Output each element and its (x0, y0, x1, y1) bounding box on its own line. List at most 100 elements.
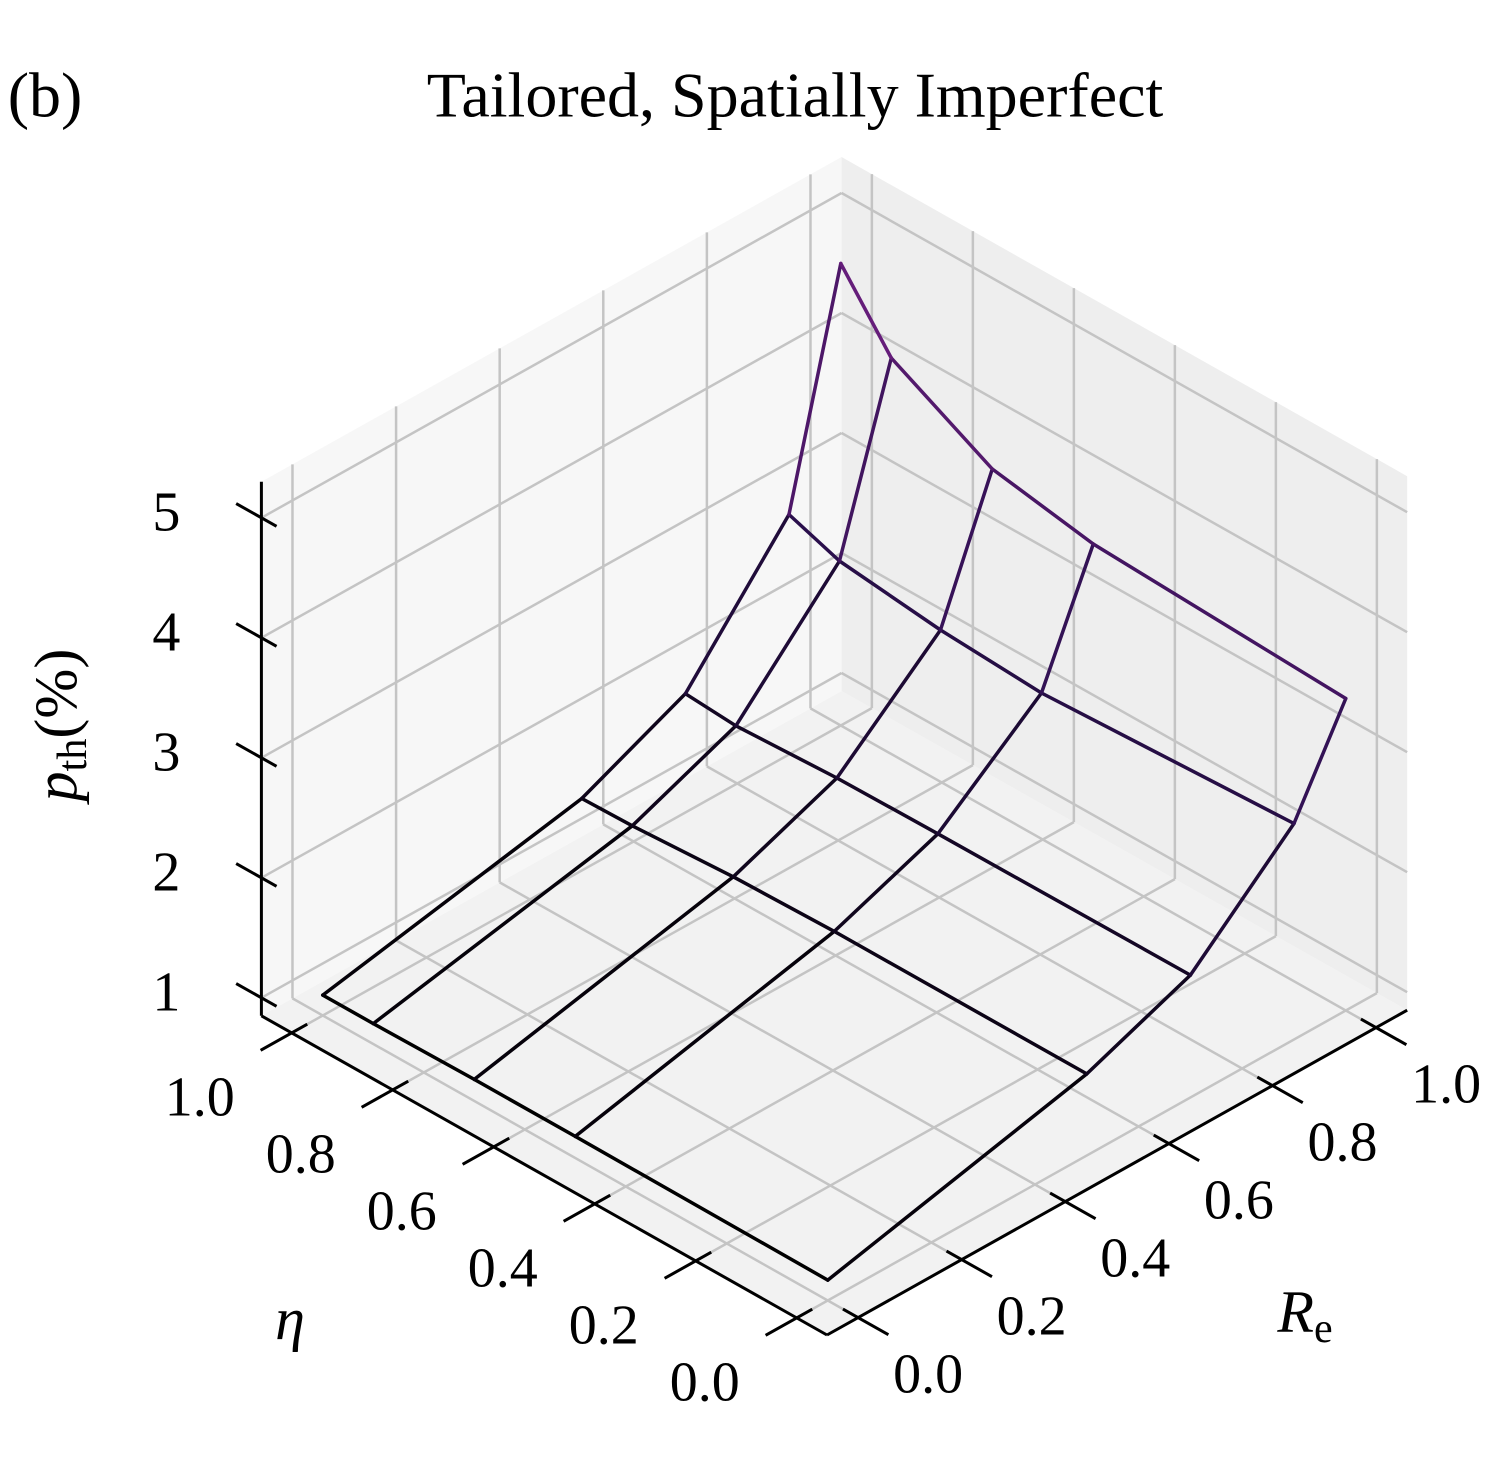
wire-segment (580, 796, 635, 828)
wire-segment (573, 929, 837, 1139)
wire-segment (787, 261, 843, 517)
z-tick-mark (235, 982, 278, 1008)
grid-line (260, 311, 843, 639)
wire-segment (936, 832, 1193, 977)
wire-segment (734, 559, 842, 728)
x-tick-mark (945, 1249, 993, 1279)
wire-segment (630, 824, 736, 879)
wire-segment (1039, 542, 1096, 695)
y-tick-mark (461, 1136, 510, 1166)
z-tick-label: 3 (152, 722, 180, 784)
grid-line (291, 707, 873, 1034)
z-axis-label-sub: th (50, 739, 96, 772)
wire-segment (839, 261, 894, 360)
wire-segment (371, 824, 635, 1026)
wire-segment (938, 628, 1044, 695)
x-tick-mark (1049, 1191, 1097, 1221)
wire-segment (1039, 691, 1296, 826)
y-tick-mark (259, 1022, 308, 1052)
grid-line (840, 551, 1408, 874)
wire-segment (371, 1021, 477, 1082)
wire-segment (731, 875, 837, 934)
y-tick-mark (764, 1307, 813, 1337)
z-axis-label-unit: (%) (23, 649, 89, 739)
wire-segment (832, 929, 1089, 1076)
x-axis-label-sub: e (1314, 1306, 1333, 1352)
wire-segment (938, 467, 995, 632)
y-tick-label: 0.6 (367, 1181, 437, 1243)
y-tick-mark (663, 1250, 712, 1280)
x-axis-label: Re (1276, 1279, 1332, 1352)
x-tick-mark (1256, 1075, 1304, 1105)
axes: 0.0 0.2 0.4 0.6 0.8 1.0 0.0 0.2 0.4 0.6 0.8 1.0 1 2 3 4… (152, 482, 1481, 1414)
y-tick-label: 0.8 (266, 1124, 336, 1186)
chart-title: Tailored, Spatially Imperfect (427, 60, 1164, 131)
grid-line (493, 821, 1075, 1148)
wire-segment (835, 628, 943, 780)
grid-line (392, 764, 974, 1091)
x-tick-label: 0.8 (1307, 1111, 1377, 1173)
z-tick-mark (235, 862, 278, 888)
grid-line (706, 765, 1274, 1087)
wire-segment (889, 356, 995, 471)
x-tick-mark (842, 1307, 890, 1337)
panel-label: (b) (8, 60, 83, 131)
grid-line (840, 671, 1408, 994)
wire-segment (321, 993, 376, 1026)
x-tick-label: 0.6 (1204, 1169, 1274, 1231)
wire-segment (826, 1072, 1089, 1282)
grid-line (260, 431, 843, 759)
x-axis-label-main: R (1276, 1279, 1314, 1345)
y-tick-label: 0.2 (569, 1295, 639, 1357)
wire-segment (630, 724, 738, 828)
wire-segment (787, 512, 842, 563)
grid-line (594, 878, 1176, 1205)
grid-line (260, 671, 843, 999)
y-axis-line (260, 1014, 828, 1337)
wire-segment (936, 691, 1044, 836)
z-axis-label-main: p (23, 771, 89, 805)
x-tick-label: 0.0 (893, 1343, 963, 1405)
grid-line (291, 997, 859, 1319)
y-tick-label: 0.4 (468, 1238, 538, 1300)
z-tick-mark (235, 622, 278, 648)
z-tick-label: 4 (152, 602, 180, 664)
y-tick-label: 1.0 (165, 1067, 235, 1129)
y-tick-mark (562, 1193, 611, 1223)
wire-segment (321, 796, 584, 997)
wire-segment (683, 512, 791, 696)
left-pane (261, 157, 842, 1016)
wire-segment (1188, 821, 1296, 977)
grid-line (796, 992, 1378, 1319)
y-tick-mark (360, 1079, 409, 1109)
wire-segment (835, 776, 940, 836)
wire-segment (990, 467, 1096, 546)
grid-line (840, 191, 1408, 514)
wire-segment (734, 724, 839, 780)
grid-line (499, 881, 1066, 1203)
grid-line (695, 935, 1277, 1262)
wire-segment (573, 1134, 830, 1282)
x-tick-mark (1152, 1133, 1200, 1163)
z-tick-label: 1 (152, 962, 180, 1024)
grid-line (395, 939, 963, 1261)
grid-line (260, 551, 843, 879)
x-tick-label: 0.2 (997, 1285, 1067, 1347)
grid-line (840, 431, 1408, 754)
wire-segment (1292, 696, 1348, 826)
y-axis-label: η (275, 1286, 305, 1352)
wire-segment (683, 691, 738, 728)
x-tick-label: 0.4 (1100, 1227, 1170, 1289)
z-tick-label: 5 (152, 482, 180, 544)
floor-pane (261, 691, 1408, 1335)
z-tick-mark (235, 742, 278, 768)
z-axis-label: pth(%) (23, 649, 96, 806)
grid-line (809, 707, 1377, 1029)
grid (260, 174, 1408, 1319)
z-tick-label: 2 (152, 842, 180, 904)
x-tick-label: 1.0 (1411, 1053, 1481, 1115)
z-tick-mark (235, 502, 278, 528)
grid-line (602, 823, 1170, 1145)
wire-segment (837, 356, 894, 563)
